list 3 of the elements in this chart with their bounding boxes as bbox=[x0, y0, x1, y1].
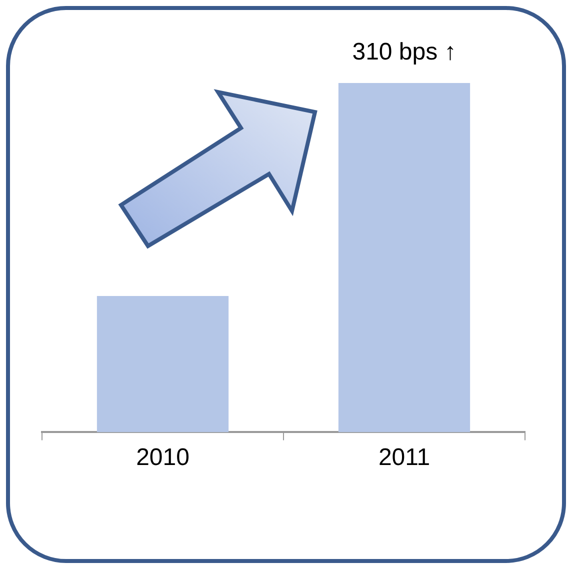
annotation: 310 bps ↑ bbox=[352, 38, 456, 66]
x-tick-label: 2010 bbox=[136, 444, 190, 472]
x-tick-label: 2011 bbox=[378, 444, 430, 472]
